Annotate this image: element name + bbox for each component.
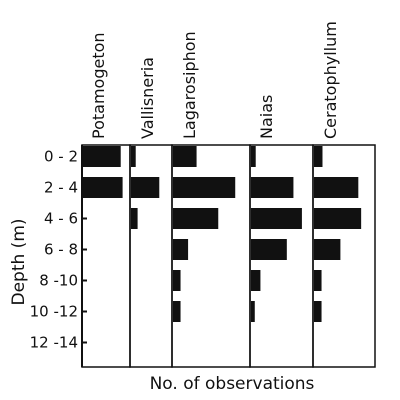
depth-tick-label: 8 -10 — [39, 272, 78, 290]
observation-bar — [251, 208, 302, 229]
depth-tick-label: 0 - 2 — [44, 148, 78, 166]
observation-bar — [173, 301, 181, 322]
species-label: Ceratophyllum — [321, 21, 340, 139]
species-label: Vallisneria — [138, 57, 157, 139]
observation-bar — [314, 270, 322, 291]
species-label: Potamogeton — [89, 32, 108, 139]
observation-bar — [314, 146, 323, 167]
observation-bar — [173, 146, 197, 167]
observation-bar — [173, 270, 181, 291]
observation-bar — [173, 239, 189, 260]
observation-bar — [251, 177, 294, 198]
observation-bar — [131, 146, 136, 167]
observation-bar — [173, 177, 236, 198]
observation-bar — [251, 301, 255, 322]
observation-bar — [314, 208, 362, 229]
depth-tick-label: 6 - 8 — [44, 241, 78, 259]
species-label: Lagarosiphon — [180, 31, 199, 139]
species-panels: Potamogeton Vallisneria Lagarosiphon Naias C… — [81, 21, 376, 368]
species-panel: Potamogeton — [81, 32, 131, 368]
species-panel: Vallisneria — [129, 57, 173, 368]
depth-axis: 0 - 2 2 - 4 4 - 6 6 - 8 8 -10 10 -12 12 -14 — [30, 145, 87, 367]
depth-tick-label: 2 - 4 — [44, 179, 78, 197]
depth-tick-label: 12 -14 — [30, 334, 78, 352]
observation-bar — [83, 177, 123, 198]
observation-bar — [83, 146, 121, 167]
observation-bar — [314, 177, 359, 198]
y-axis-title: Depth (m) — [9, 218, 29, 305]
observation-bar — [131, 208, 138, 229]
depth-tick-label: 10 -12 — [30, 303, 78, 321]
species-panel: Naias — [249, 95, 314, 368]
species-panel: Lagarosiphon — [171, 31, 251, 368]
species-panel-frame — [312, 144, 376, 368]
depth-tick-label: 4 - 6 — [44, 210, 78, 228]
observation-bar — [314, 239, 341, 260]
species-label: Naias — [257, 95, 276, 139]
observation-bar — [131, 177, 160, 198]
x-axis-title: No. of observations — [150, 374, 315, 394]
observation-bar — [173, 208, 219, 229]
observation-bar — [314, 301, 322, 322]
species-panel: Ceratophyllum — [312, 21, 376, 368]
observation-bar — [251, 239, 287, 260]
observation-bar — [251, 146, 256, 167]
observation-bar — [251, 270, 261, 291]
